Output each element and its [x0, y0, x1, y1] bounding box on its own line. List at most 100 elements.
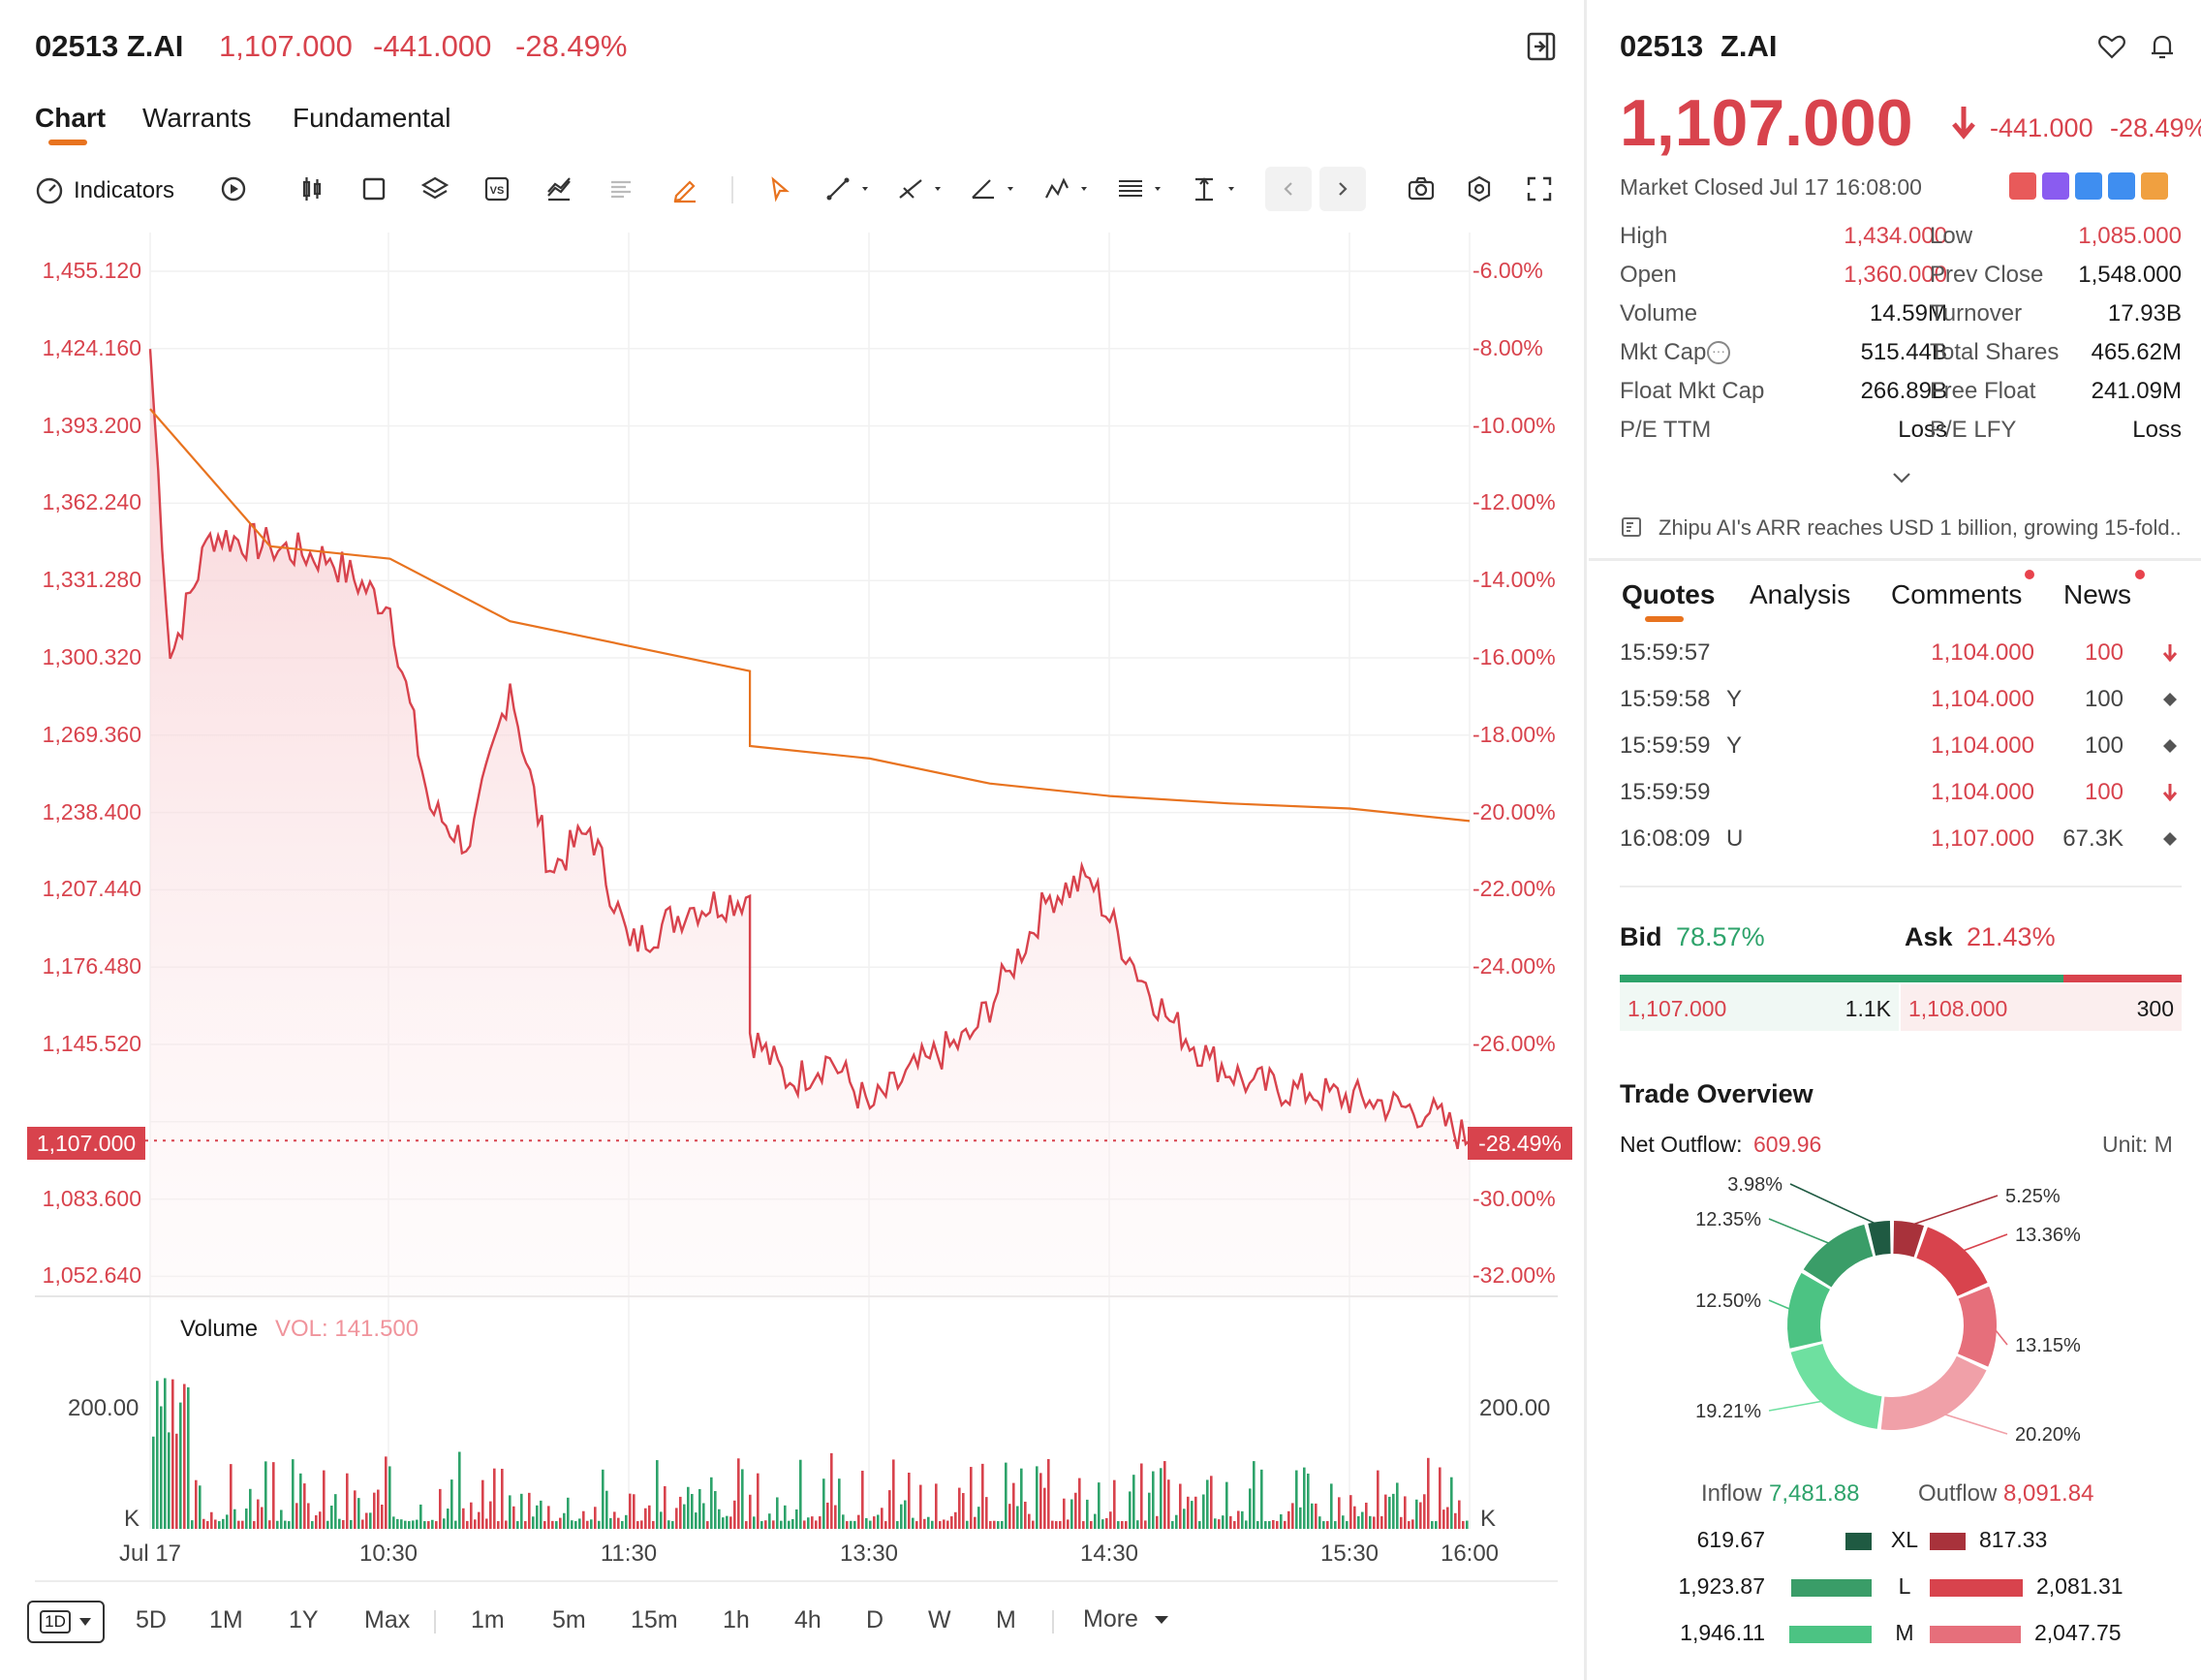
capital-flow-donut[interactable]: 5.25% 13.36% 13.15% 20.20% 19.21% 12.50% 12.35… [1589, 1163, 2201, 1453]
volume-bar [931, 1520, 934, 1529]
volume-bar [741, 1469, 744, 1529]
volume-bar [1450, 1477, 1453, 1529]
heart-icon[interactable] [2096, 31, 2127, 62]
volume-bar [819, 1516, 822, 1529]
donut-slice[interactable] [1868, 1221, 1891, 1256]
timeframe-max[interactable]: Max [364, 1606, 411, 1633]
measure-icon[interactable] [1190, 172, 1244, 205]
volume-bar [900, 1504, 903, 1529]
volume-bar [435, 1521, 438, 1529]
expand-chevron-icon[interactable] [1891, 471, 1912, 484]
timeframe-1y[interactable]: 1Y [289, 1606, 319, 1633]
timeframe-1m[interactable]: 1m [471, 1606, 505, 1633]
volume-bar [993, 1520, 996, 1529]
more-button[interactable]: More [1083, 1605, 1169, 1633]
next-arrow-button[interactable] [1319, 167, 1366, 211]
volume-bar [400, 1519, 403, 1529]
indicators-button[interactable]: Indicators [35, 174, 174, 207]
compare-vs-icon[interactable]: VS [480, 172, 513, 205]
timeframe-dropdown[interactable]: 1D [27, 1601, 105, 1643]
volume-bar [605, 1490, 608, 1529]
volume-bar [1210, 1476, 1213, 1529]
timeframe-m[interactable]: M [996, 1606, 1016, 1633]
timeframe-1h[interactable]: 1h [723, 1606, 750, 1633]
tab-warrants[interactable]: Warrants [142, 103, 252, 133]
volume-bar [695, 1512, 698, 1529]
volume-bar [1160, 1468, 1162, 1529]
volume-bar [478, 1511, 480, 1529]
volume-bar [1078, 1478, 1081, 1529]
tab-chart[interactable]: Chart [35, 103, 107, 133]
timeframe-5m[interactable]: 5m [552, 1606, 586, 1633]
price-axis-label: 1,207.440 [42, 876, 141, 902]
bid-row[interactable] [1620, 984, 1899, 1031]
volume-bar [288, 1521, 291, 1529]
outflow-amount: 2,081.31 [2036, 1573, 2124, 1599]
volume-bar [1272, 1519, 1275, 1529]
volume-bar [691, 1493, 694, 1529]
prev-arrow-button[interactable] [1265, 167, 1312, 211]
ask-row[interactable] [1901, 984, 2182, 1031]
donut-slice[interactable] [1790, 1344, 1882, 1429]
donut-slice[interactable] [1893, 1221, 1925, 1258]
timeframe-5d[interactable]: 5D [136, 1606, 167, 1633]
volume-bar [578, 1518, 581, 1529]
info-more-icon[interactable]: ··· [1707, 341, 1730, 364]
volume-bar [1287, 1510, 1290, 1529]
tab-comments[interactable]: Comments [1891, 579, 2023, 609]
tab-fundamental[interactable]: Fundamental [293, 103, 451, 133]
pen-icon[interactable] [668, 172, 701, 205]
quote-qty: 100 [2084, 732, 2124, 759]
donut-slice[interactable] [1803, 1224, 1874, 1288]
volume-bar [202, 1518, 205, 1529]
tab-news[interactable]: News [2063, 579, 2132, 609]
timeframe-d[interactable]: D [866, 1606, 884, 1633]
donut-slice[interactable] [1880, 1355, 1987, 1430]
mktcap-more-icon[interactable] [1722, 345, 1742, 364]
volume-bar [834, 1505, 837, 1529]
timeframe-1m[interactable]: 1M [209, 1606, 243, 1633]
donut-slice[interactable] [1916, 1227, 1988, 1296]
volume-bar [613, 1511, 616, 1529]
timeframe-15m[interactable]: 15m [631, 1606, 678, 1633]
settings-gear-icon[interactable] [1463, 172, 1496, 205]
ray-icon[interactable] [896, 172, 950, 205]
time-axis-label: 14:30 [1079, 1540, 1139, 1567]
tab-quotes[interactable]: Quotes [1622, 579, 1716, 609]
volume-bar [1311, 1503, 1314, 1529]
donut-leader [1992, 1325, 2008, 1346]
news-headline[interactable]: Zhipu AI's ARR reaches USD 1 billion, gr… [1658, 515, 2182, 540]
pct-axis-label: -26.00% [1472, 1031, 1556, 1056]
volume-bar [311, 1521, 314, 1529]
timeframe-4h[interactable]: 4h [794, 1606, 822, 1633]
collapse-panel-icon[interactable] [1526, 31, 1557, 62]
bell-icon[interactable] [2147, 31, 2178, 62]
donut-label: 13.36% [2015, 1225, 2081, 1246]
cursor-icon[interactable] [763, 172, 796, 205]
volume-bar [617, 1517, 620, 1529]
donut-slice[interactable] [1957, 1286, 1997, 1367]
timeframe-w[interactable]: W [928, 1606, 951, 1633]
area-chart-icon[interactable] [542, 172, 575, 205]
price-chart[interactable] [0, 0, 1585, 1680]
volume-bar [346, 1473, 349, 1529]
align-left-icon[interactable] [604, 172, 637, 205]
current-price-tag: 1,107.000 [27, 1127, 145, 1160]
volume-bar [354, 1490, 356, 1529]
volume-axis-left: 200.00 [68, 1395, 140, 1421]
layers-icon[interactable] [418, 172, 451, 205]
candle-type-icon[interactable] [295, 172, 328, 205]
volume-bar [551, 1520, 554, 1529]
square-icon[interactable] [357, 172, 390, 205]
volume-bar [865, 1517, 868, 1529]
tab-analysis[interactable]: Analysis [1750, 579, 1851, 609]
donut-slice[interactable] [1787, 1272, 1830, 1349]
trendline-icon[interactable] [823, 172, 878, 205]
camera-icon[interactable] [1405, 172, 1438, 205]
fib-icon[interactable] [1116, 172, 1170, 205]
replay-icon[interactable] [217, 172, 250, 205]
angle-icon[interactable] [969, 172, 1023, 205]
donut-label: 12.35% [1695, 1209, 1761, 1230]
fullscreen-icon[interactable] [1523, 172, 1556, 205]
pattern-icon[interactable] [1042, 172, 1097, 205]
